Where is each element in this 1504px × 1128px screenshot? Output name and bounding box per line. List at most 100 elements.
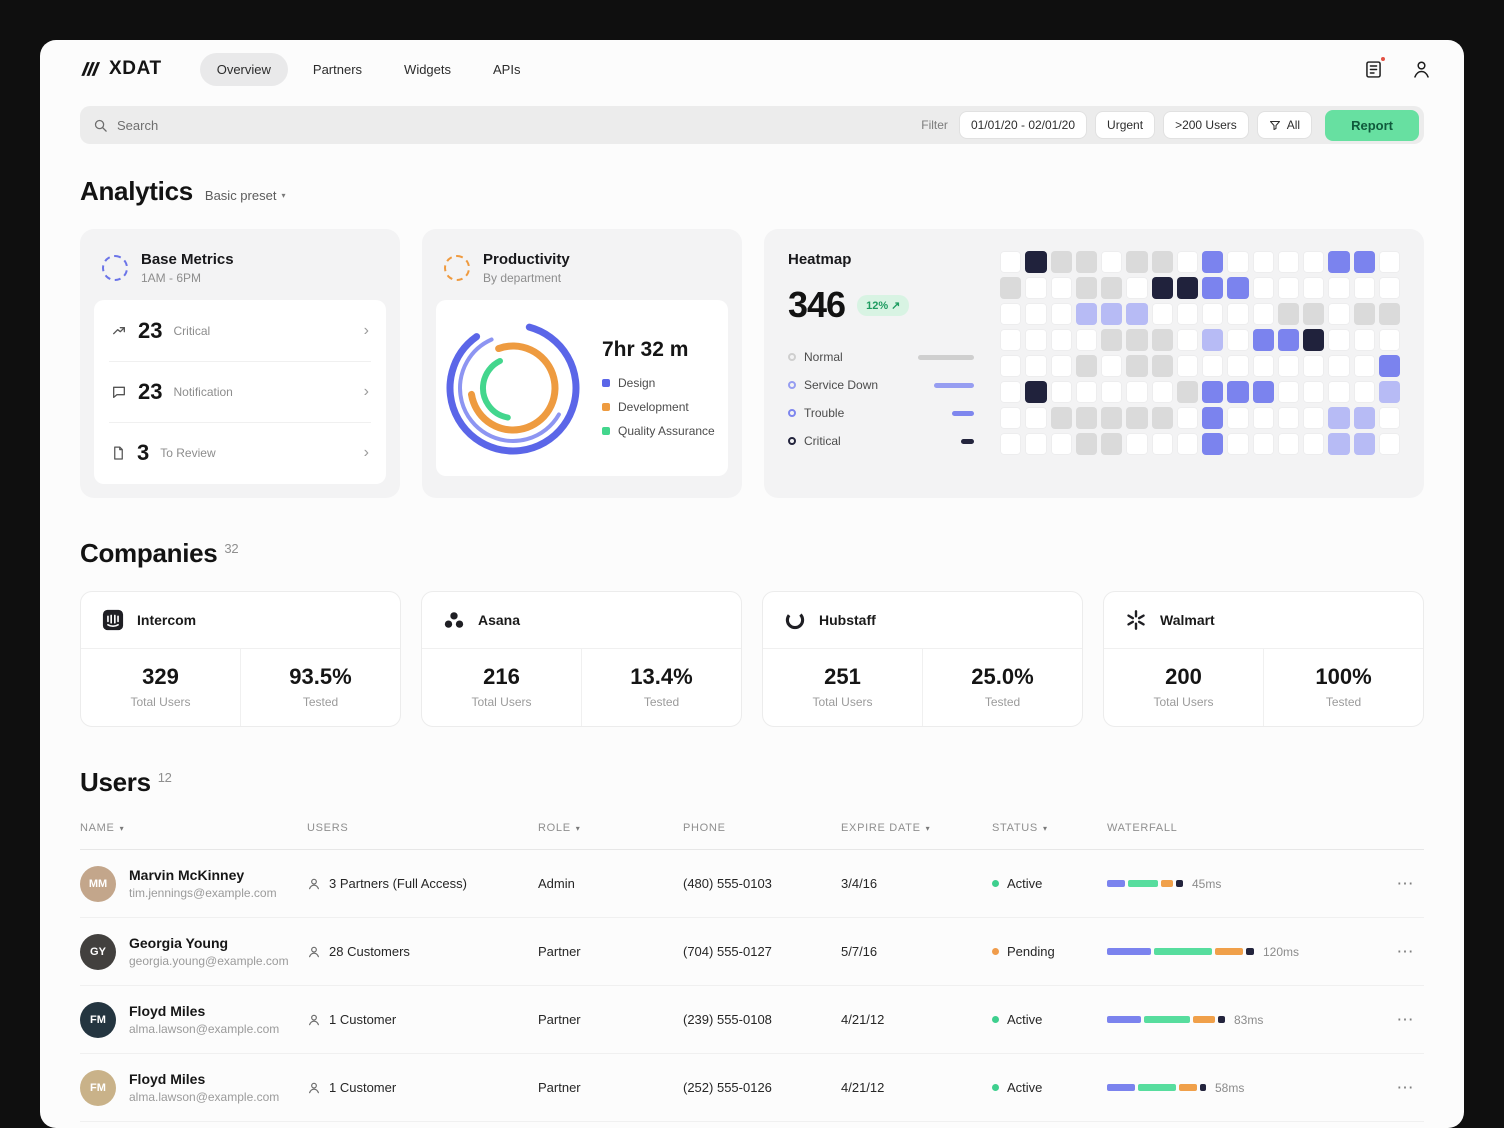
- company-card-intercom[interactable]: Intercom 329 Total Users 93.5% Tested: [80, 591, 401, 727]
- company-name: Hubstaff: [819, 612, 876, 628]
- topbar-icons: [1362, 55, 1432, 80]
- company-tested: 93.5% Tested: [240, 649, 400, 726]
- heatmap-legend-row: Service Down: [788, 378, 974, 392]
- heatmap-cell: [1126, 303, 1148, 325]
- tab-partners[interactable]: Partners: [312, 61, 363, 77]
- row-actions-button[interactable]: ⋯: [1396, 873, 1414, 893]
- column-header-role[interactable]: ROLE ▾: [538, 822, 683, 834]
- heatmap-cell: [1303, 433, 1325, 455]
- user-status: Pending: [992, 944, 1107, 959]
- sort-caret-icon: ▾: [119, 823, 125, 833]
- heatmap-cell: [1126, 381, 1148, 403]
- row-actions-button[interactable]: ⋯: [1396, 941, 1414, 961]
- company-total-users: 251 Total Users: [763, 649, 922, 726]
- heatmap-cell: [1227, 329, 1249, 351]
- waterfall-segment: [1154, 948, 1212, 955]
- column-header-expire-date[interactable]: EXPIRE DATE ▾: [841, 822, 992, 834]
- person-icon: [307, 1013, 321, 1027]
- user-partners-cell: 3 Partners (Full Access): [307, 876, 538, 891]
- company-card-hubstaff[interactable]: Hubstaff 251 Total Users 25.0% Tested: [762, 591, 1083, 727]
- productivity-title: Productivity: [483, 251, 570, 268]
- heatmap-cell: [1176, 303, 1198, 325]
- base-metrics-card: Base Metrics 1AM - 6PM 23 Critical › 23 Noti…: [80, 229, 400, 498]
- tab-apis[interactable]: APIs: [493, 61, 521, 77]
- row-actions-button[interactable]: ⋯: [1396, 1077, 1414, 1097]
- brand-logo[interactable]: XDAT: [80, 58, 162, 80]
- waterfall-segment: [1161, 880, 1173, 887]
- ring-icon: [788, 353, 796, 361]
- user-role: Partner: [538, 1080, 581, 1095]
- filter-chip[interactable]: Urgent: [1095, 111, 1156, 139]
- user-partners-cell: 1 Customer: [307, 1012, 538, 1027]
- preset-label: Basic preset: [204, 188, 277, 203]
- company-card-asana[interactable]: Asana 216 Total Users 13.4% Tested: [421, 591, 742, 727]
- filter-chip[interactable]: All: [1256, 111, 1313, 139]
- report-button[interactable]: Report: [1325, 109, 1419, 141]
- heatmap-cell: [1303, 329, 1325, 351]
- avatar: FM: [80, 1001, 116, 1038]
- heatmap-cell: [1025, 329, 1047, 351]
- user-partners-label: 28 Customers: [329, 944, 410, 959]
- company-name: Walmart: [1160, 612, 1215, 628]
- heatmap-cell: [1025, 407, 1047, 429]
- latency-label: 120ms: [1263, 944, 1300, 959]
- heatmap-cell: [1202, 303, 1224, 325]
- heatmap-cell: [1176, 407, 1198, 429]
- column-header-status[interactable]: STATUS ▾: [992, 822, 1107, 834]
- legend-item: Design: [602, 376, 715, 390]
- heatmap-cell: [1176, 329, 1198, 351]
- row-actions-button[interactable]: ⋯: [1396, 1009, 1414, 1029]
- heatmap-cell: [1025, 433, 1047, 455]
- trend-up-icon: ↗: [891, 299, 901, 312]
- search-icon: [93, 118, 108, 133]
- table-row: MM Marvin McKinney tim.jennings@example.co…: [80, 850, 1424, 918]
- user-name: Floyd Miles: [129, 1003, 206, 1019]
- status-dot: [992, 1016, 999, 1023]
- company-card-walmart[interactable]: Walmart 200 Total Users 100% Tested: [1103, 591, 1424, 727]
- legend-label: Service Down: [804, 378, 879, 392]
- metric-row[interactable]: 3 To Review ›: [109, 423, 371, 483]
- base-metrics-header: Base Metrics 1AM - 6PM: [94, 243, 386, 287]
- heatmap-cell: [1252, 277, 1274, 299]
- heatmap-cell: [1075, 381, 1097, 403]
- metric-row[interactable]: 23 Notification ›: [109, 362, 371, 423]
- profile-button[interactable]: [1410, 58, 1432, 80]
- dashed-circle-icon: [102, 255, 128, 281]
- heatmap-cell: [1126, 251, 1148, 273]
- users-section: Users 12 NAME ▾ USERS ROLE ▾ PHONE EXPIRE DATE…: [40, 767, 1464, 1128]
- tab-overview[interactable]: Overview: [199, 52, 288, 86]
- stat-label: Tested: [643, 695, 680, 709]
- heatmap-cell: [1151, 303, 1173, 325]
- company-header: Hubstaff: [763, 592, 1082, 649]
- chevron-right-icon: ›: [363, 444, 369, 461]
- heatmap-cell: [1202, 277, 1224, 299]
- waterfall-segment: [1176, 880, 1183, 887]
- ring-icon: [788, 409, 796, 417]
- filter-chip[interactable]: 01/01/20 - 02/01/20: [958, 111, 1088, 139]
- message-icon: [111, 384, 127, 400]
- heatmap-cell: [1025, 355, 1047, 377]
- tab-widgets[interactable]: Widgets: [404, 61, 452, 77]
- heatmap-cell: [1202, 433, 1224, 455]
- metric-value: 23: [138, 318, 163, 343]
- metric-row[interactable]: 23 Critical ›: [109, 301, 371, 362]
- notifications-button[interactable]: [1362, 55, 1387, 80]
- heatmap-cell: [1101, 355, 1123, 377]
- stat-label: Total Users: [1153, 695, 1214, 709]
- column-header-name[interactable]: NAME ▾: [80, 822, 307, 834]
- preset-dropdown[interactable]: Basic preset ▾: [205, 188, 286, 203]
- heatmap-cell: [1151, 329, 1173, 351]
- heatmap-cell: [1025, 277, 1047, 299]
- legend-swatch: [602, 403, 610, 411]
- company-tested: 100% Tested: [1263, 649, 1423, 726]
- user-role: Admin: [538, 876, 575, 891]
- filter-chip[interactable]: >200 Users: [1163, 111, 1249, 139]
- waterfall-segment: [1200, 1084, 1206, 1091]
- search-input[interactable]: [117, 117, 913, 133]
- heatmap-cell: [1303, 407, 1325, 429]
- waterfall-segment: [1128, 880, 1158, 887]
- user-partners-label: 1 Customer: [329, 1080, 397, 1095]
- intercom-logo: [102, 609, 124, 631]
- user-name: Georgia Young: [129, 935, 229, 951]
- chevron-right-icon: ›: [363, 322, 369, 339]
